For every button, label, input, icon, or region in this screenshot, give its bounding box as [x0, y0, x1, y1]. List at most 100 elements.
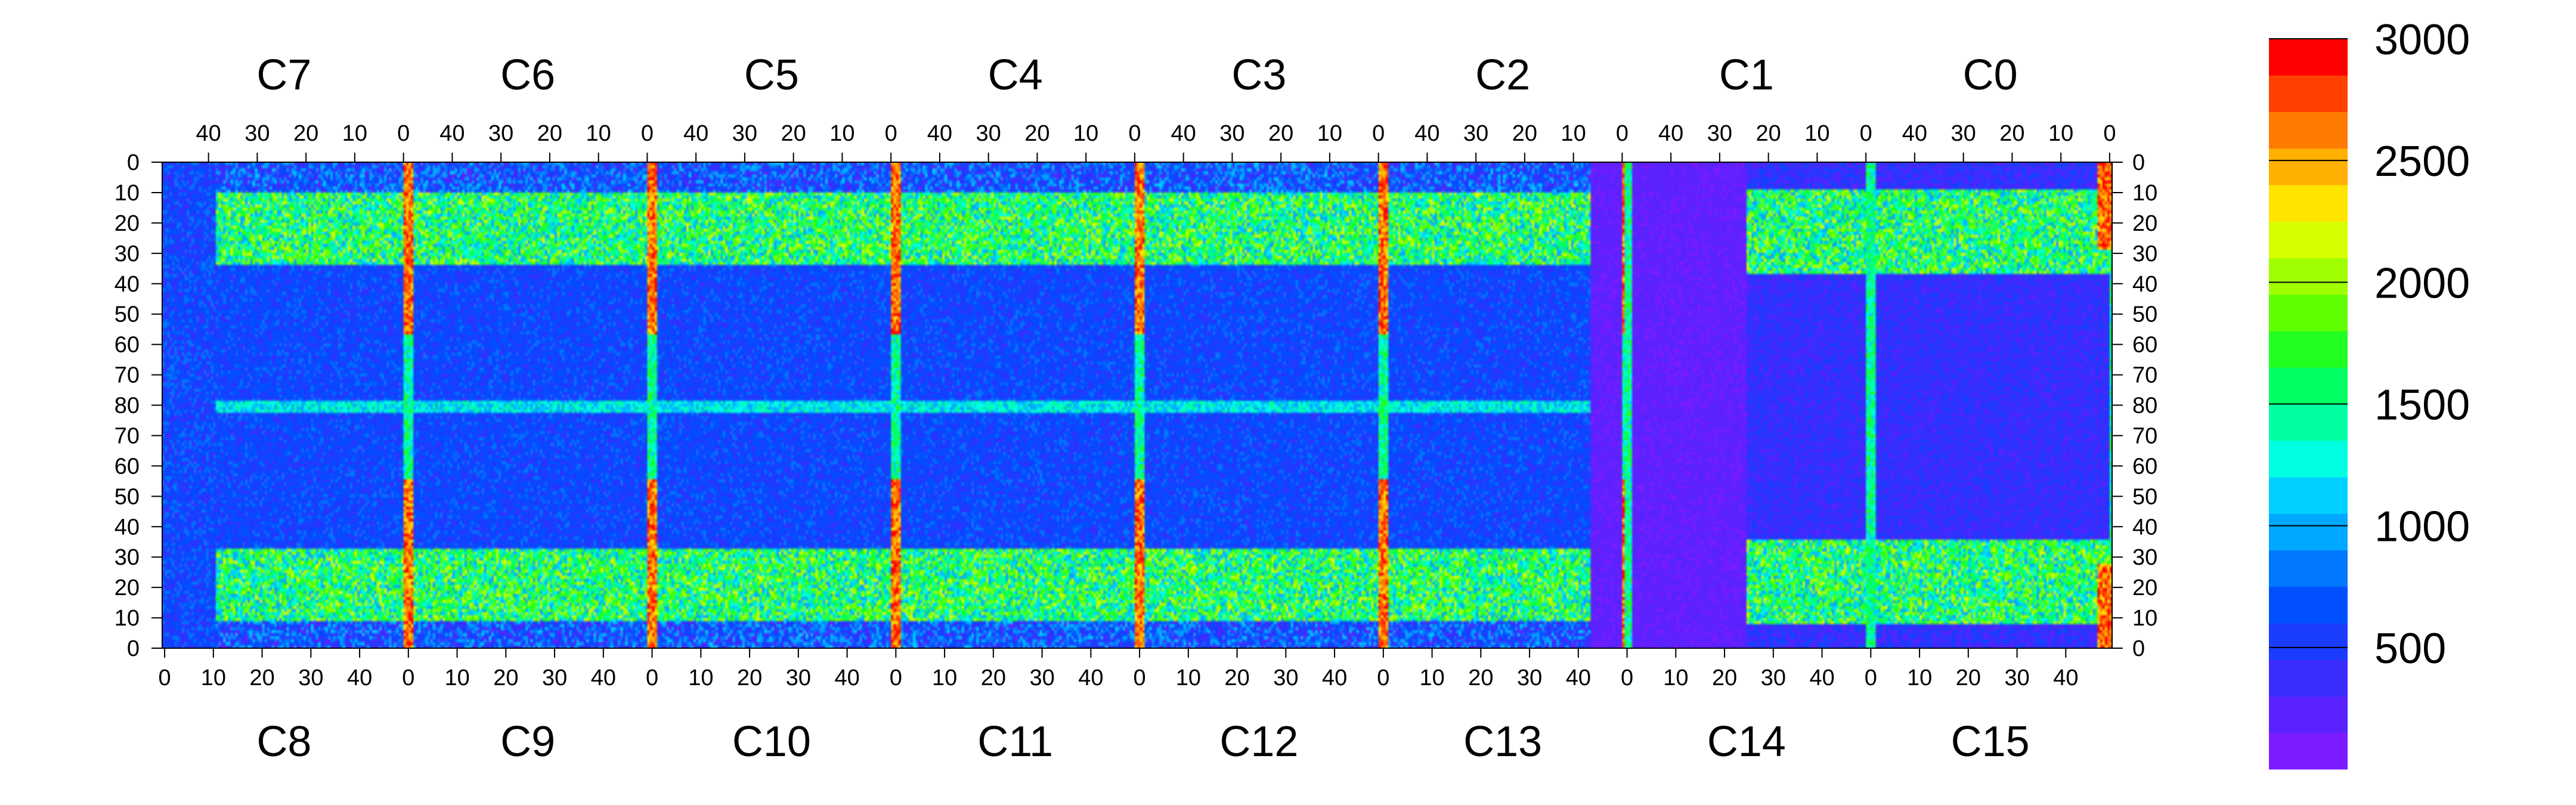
y-left-tick-label: 40 [114, 272, 140, 297]
x-bottom-tick-label: 10 [444, 665, 469, 691]
x-bottom-tick-label: 40 [1809, 665, 1834, 691]
x-top-tick-label: 10 [1073, 121, 1098, 146]
colorbar-band [2269, 221, 2348, 258]
y-left-tick-label: 40 [114, 515, 140, 540]
y-left-tick-label: 20 [114, 211, 140, 236]
y-right-tick-label: 50 [2132, 484, 2157, 509]
x-top-tick-label: 0 [2103, 121, 2116, 146]
x-bottom-tick-label: 0 [890, 665, 902, 691]
x-top-tick-label: 20 [1512, 121, 1537, 146]
y-right-tick-label: 70 [2132, 363, 2157, 388]
colorbar-tick-label: 1000 [2374, 503, 2470, 551]
x-bottom-tick-label: 20 [737, 665, 762, 691]
x-bottom-tick-label: 30 [1517, 665, 1542, 691]
x-bottom-tick-label: 30 [786, 665, 811, 691]
colorbar-band [2269, 550, 2348, 587]
y-right-tick-label: 30 [2132, 242, 2157, 267]
colorbar-tick-label: 2000 [2374, 259, 2470, 307]
colorbar-band [2269, 440, 2348, 478]
x-top-tick-label: 0 [1616, 121, 1628, 146]
x-bottom-tick-label: 10 [1663, 665, 1688, 691]
y-right-tick-label: 20 [2132, 211, 2157, 236]
colorbar-band [2269, 258, 2348, 295]
colorbar-band [2269, 586, 2348, 624]
y-right-tick-label: 40 [2132, 272, 2157, 297]
x-bottom-tick-label: 10 [1176, 665, 1201, 691]
x-bottom-tick-label: 20 [1224, 665, 1249, 691]
bottom-chip-label: C11 [977, 718, 1053, 766]
bottom-chip-label: C8 [256, 718, 311, 766]
colorbar-tick-label: 500 [2374, 625, 2446, 673]
y-left-tick-label: 0 [127, 636, 140, 661]
x-top-tick-label: 40 [1902, 121, 1927, 146]
x-top-tick-label: 10 [1561, 121, 1586, 146]
x-top-tick-label: 40 [1171, 121, 1196, 146]
top-chip-label: C7 [256, 51, 311, 99]
x-bottom-tick-label: 0 [159, 665, 171, 691]
x-bottom-tick-label: 0 [1377, 665, 1389, 691]
x-bottom-tick-label: 40 [1322, 665, 1347, 691]
x-bottom-tick-label: 40 [591, 665, 616, 691]
x-top-tick-label: 10 [829, 121, 854, 146]
x-top-tick-label: 30 [1463, 121, 1488, 146]
x-bottom-tick-label: 0 [402, 665, 414, 691]
x-bottom-tick-label: 0 [1134, 665, 1146, 691]
colorbar-band [2269, 696, 2348, 733]
colorbar-band [2269, 660, 2348, 696]
x-top-tick-label: 0 [1372, 121, 1385, 146]
y-left-tick-label: 70 [114, 423, 140, 448]
x-top-tick-label: 20 [1756, 121, 1781, 146]
x-bottom-tick-label: 30 [1761, 665, 1786, 691]
x-bottom-tick-label: 10 [688, 665, 713, 691]
x-bottom-tick-label: 20 [493, 665, 518, 691]
top-chip-label: C2 [1475, 51, 1530, 99]
x-top-tick-label: 40 [683, 121, 708, 146]
y-left-tick-label: 50 [114, 484, 140, 509]
x-bottom-tick-label: 30 [1029, 665, 1054, 691]
y-right-tick-label: 50 [2132, 302, 2157, 327]
top-chip-label: C5 [744, 51, 799, 99]
x-top-tick-label: 10 [586, 121, 611, 146]
y-right-tick-label: 10 [2132, 606, 2157, 631]
colorbar-band [2269, 367, 2348, 404]
bottom-chip-label: C9 [500, 718, 555, 766]
x-bottom-tick-label: 20 [1468, 665, 1493, 691]
x-bottom-tick-label: 20 [1956, 665, 1981, 691]
colorbar-band [2269, 148, 2348, 185]
colorbar-tick-label: 1500 [2374, 382, 2470, 429]
y-right-tick-label: 30 [2132, 545, 2157, 570]
x-top-tick-label: 10 [342, 121, 367, 146]
x-top-tick-label: 0 [1128, 121, 1141, 146]
x-top-tick-label: 40 [1658, 121, 1683, 146]
top-chip-label: C0 [1963, 51, 2018, 99]
plot-frame [162, 162, 2113, 649]
y-left-tick-label: 50 [114, 302, 140, 327]
x-top-tick-label: 30 [1707, 121, 1732, 146]
y-left-tick-label: 0 [127, 150, 140, 175]
y-left-tick-label: 60 [114, 454, 140, 479]
top-chip-label: C1 [1719, 51, 1774, 99]
colorbar-band [2269, 331, 2348, 368]
x-top-tick-label: 40 [927, 121, 952, 146]
x-top-tick-label: 0 [885, 121, 897, 146]
x-bottom-tick-label: 20 [1712, 665, 1737, 691]
x-bottom-tick-label: 40 [347, 665, 372, 691]
bottom-chip-label: C12 [1219, 718, 1298, 766]
x-top-tick-label: 30 [1219, 121, 1244, 146]
x-top-tick-label: 20 [1024, 121, 1049, 146]
x-top-tick-label: 30 [732, 121, 757, 146]
colorbar-tick-label: 2500 [2374, 138, 2470, 185]
bottom-chip-label: C15 [1951, 718, 2030, 766]
y-right-tick-label: 40 [2132, 515, 2157, 540]
x-top-tick-label: 10 [1317, 121, 1342, 146]
x-bottom-tick-label: 40 [1566, 665, 1591, 691]
colorbar-band [2269, 513, 2348, 550]
x-top-tick-label: 0 [641, 121, 654, 146]
bottom-chip-label: C13 [1463, 718, 1542, 766]
colorbar-band [2269, 404, 2348, 441]
x-top-tick-label: 40 [439, 121, 465, 146]
x-bottom-tick-label: 10 [932, 665, 957, 691]
colorbar-band [2269, 732, 2348, 770]
colorbar-band [2269, 294, 2348, 332]
colorbar-band [2269, 75, 2348, 112]
